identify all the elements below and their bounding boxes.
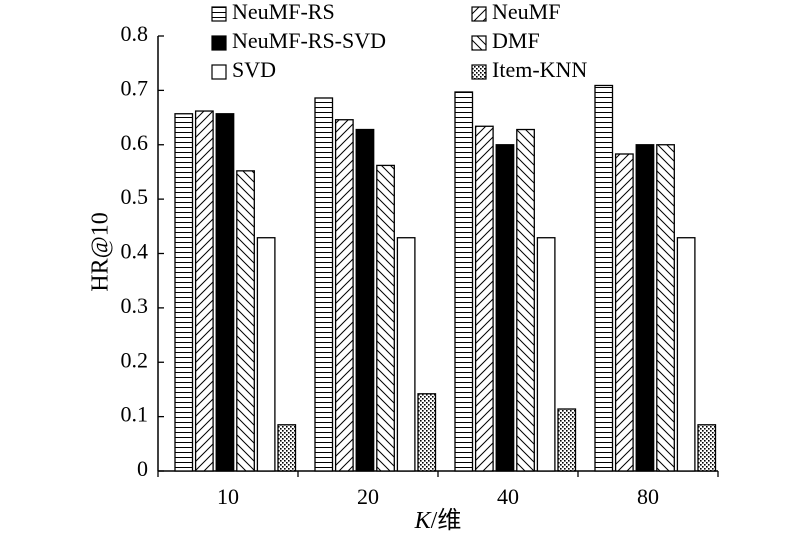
y-tick-label: 0.4 [121, 239, 149, 264]
y-ticks: 0 0.1 0.2 0.3 0.4 0.5 0.6 0.7 0.8 [121, 21, 164, 481]
legend-swatch [211, 64, 227, 80]
bar-item-knn [277, 424, 297, 472]
bar-item-knn [557, 408, 577, 472]
bar-neumf [474, 125, 494, 472]
bar-svd [676, 237, 696, 472]
y-axis-label: HR@10 [88, 212, 114, 291]
bar-neumf [614, 153, 634, 472]
x-axis-label-italic: K [414, 508, 433, 534]
bar-neumf-rs-svd [215, 113, 235, 472]
x-tick-label: 20 [357, 484, 379, 509]
y-tick-label: 0.3 [121, 293, 149, 318]
bar-dmf [516, 128, 535, 472]
x-ticks: 10 20 40 80 [157, 471, 719, 509]
legend-swatch [211, 35, 227, 51]
bar-neumf-rs-svd [495, 144, 515, 472]
legend-label: NeuMF-RS-SVD [232, 28, 386, 53]
x-axis-label: K/维 [414, 507, 462, 534]
bar-item-knn [697, 424, 717, 472]
bar-neumf-rs [314, 97, 334, 472]
legend-label: NeuMF-RS [232, 0, 335, 24]
bar-svd [396, 237, 416, 472]
bar-svd [536, 237, 556, 472]
y-tick-label: 0.7 [121, 75, 149, 100]
x-tick-label: 40 [497, 484, 519, 509]
y-tick-label: 0.1 [121, 402, 149, 427]
legend-swatch [211, 6, 227, 22]
bar-dmf [376, 164, 395, 472]
legend-swatch [471, 64, 487, 80]
bar-dmf [236, 170, 255, 472]
legend-label: Item-KNN [492, 57, 587, 82]
y-tick-label: 0.6 [121, 130, 149, 155]
y-tick-label: 0 [137, 456, 148, 481]
bar-neumf-rs-svd [635, 144, 655, 472]
legend-label: DMF [492, 28, 540, 53]
legend-swatch [471, 35, 487, 51]
x-tick-label: 80 [637, 484, 659, 509]
bar-dmf [656, 144, 675, 472]
legend-swatch [471, 6, 487, 22]
x-axis-label-rest: /维 [431, 507, 462, 534]
legend: NeuMF-RS NeuMF NeuMF-RS-SVD DMF SVD Item-KNN [211, 0, 587, 82]
bar-svd [256, 237, 276, 472]
bars [174, 84, 717, 472]
bar-neumf-rs [454, 91, 474, 472]
bar-neumf [194, 110, 214, 472]
bar-neumf-rs [174, 113, 194, 472]
legend-label: SVD [232, 57, 276, 82]
x-tick-label: 10 [217, 484, 239, 509]
y-tick-label: 0.2 [121, 347, 149, 372]
bar-neumf [334, 119, 354, 472]
bar-neumf-rs-svd [355, 128, 375, 472]
y-tick-label: 0.8 [121, 21, 149, 46]
bar-neumf-rs [594, 84, 614, 472]
legend-label: NeuMF [492, 0, 560, 24]
bar-item-knn [417, 393, 437, 472]
y-tick-label: 0.5 [121, 184, 149, 209]
